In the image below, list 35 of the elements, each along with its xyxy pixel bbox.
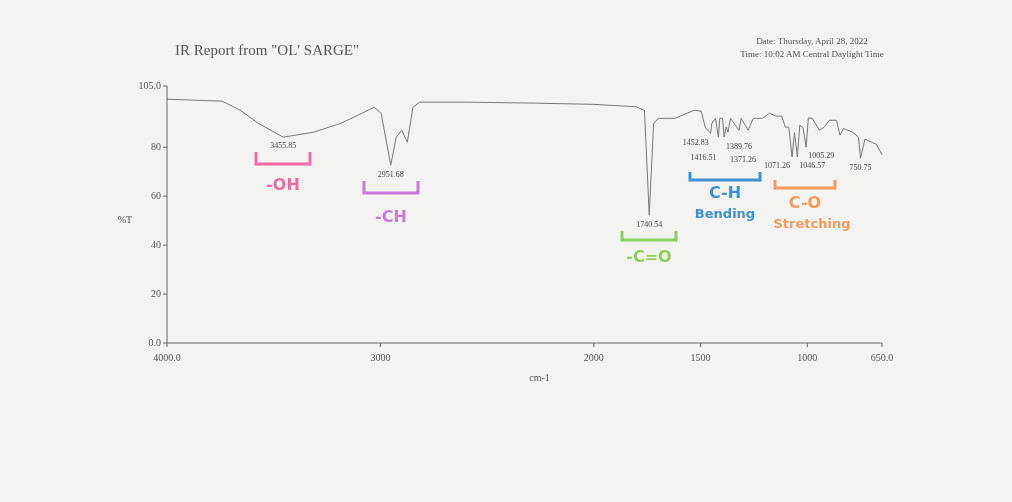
annotation: 1371.26 [730, 155, 757, 165]
x-tick-label: 1000 [797, 352, 818, 363]
annotation: 1740.54 [636, 220, 663, 230]
x-tick-label: 2000 [583, 352, 604, 363]
chart-title: IR Report from "OL' SARGE" [175, 42, 360, 58]
annotation: Bending [694, 206, 756, 221]
y-tick-label: 0.0 [148, 337, 161, 348]
annotation: 1046.57 [799, 160, 826, 170]
x-tick-label: 3000 [370, 352, 391, 363]
annotation: 1389.76 [726, 142, 753, 152]
y-tick-label: 40 [151, 239, 161, 251]
annotation: 1005.29 [808, 151, 835, 161]
annotation: 750.75 [849, 163, 872, 173]
annotation: -CH [375, 207, 407, 226]
annotation: 1071.26 [764, 160, 791, 170]
y-axis-title: %T [117, 214, 133, 225]
y-tick-label: 105.0 [138, 80, 161, 91]
x-tick-label: 4000.0 [153, 352, 181, 363]
y-tick-label: 20 [151, 288, 161, 300]
y-tick-label: 80 [151, 141, 161, 153]
text: Date: Thursday, April 28, 2022 [756, 36, 868, 46]
annotation: 1416.51 [690, 153, 717, 163]
annotation: C-O [788, 193, 822, 212]
annotation: 3455.85 [270, 141, 297, 151]
x-tick-label: 1500 [690, 352, 711, 363]
x-axis-title: cm-1 [529, 372, 550, 383]
annotation: 1452.83 [682, 138, 709, 148]
annotation: -OH [266, 175, 300, 194]
annotation: 2951.68 [377, 170, 404, 180]
annotation: -C=O [626, 247, 672, 266]
x-tick-label: 650.0 [870, 352, 894, 363]
annotation: C-H [708, 183, 742, 202]
y-tick-label: 60 [151, 190, 161, 202]
text: Time: 10:02 AM Central Daylight Time [740, 49, 884, 59]
annotation: Stretching [773, 216, 851, 231]
